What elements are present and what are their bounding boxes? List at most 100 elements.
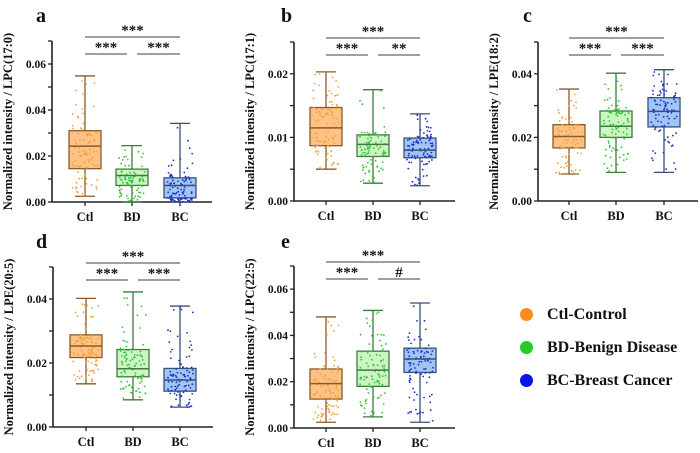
data-point <box>626 117 629 120</box>
data-point <box>674 94 676 97</box>
data-point <box>407 351 410 354</box>
data-point <box>142 192 145 195</box>
data-point <box>412 305 415 308</box>
data-point <box>80 127 82 130</box>
y-axis-label: Normalized intensity / LPC(17:1) <box>243 33 257 210</box>
data-point <box>331 114 333 117</box>
data-point <box>81 343 84 346</box>
data-point <box>408 152 410 155</box>
data-point <box>312 106 315 109</box>
data-point <box>560 130 563 133</box>
data-point <box>570 169 573 172</box>
data-point <box>182 391 185 394</box>
data-point <box>416 349 419 352</box>
data-point <box>418 335 420 338</box>
data-point <box>374 152 377 155</box>
box-iqr <box>356 134 390 158</box>
data-point <box>316 140 319 143</box>
data-point <box>320 385 323 388</box>
data-point <box>118 176 121 179</box>
data-point <box>576 139 578 142</box>
data-point <box>89 355 92 358</box>
data-point <box>428 395 431 398</box>
data-point <box>370 414 372 417</box>
box-ctl <box>309 316 343 423</box>
data-point <box>316 391 319 393</box>
data-point <box>406 139 409 142</box>
data-point <box>135 362 138 365</box>
data-point <box>559 148 561 150</box>
data-point <box>411 155 414 157</box>
data-point <box>610 136 613 139</box>
data-point <box>382 150 385 152</box>
data-point <box>177 391 179 393</box>
data-point <box>409 364 411 367</box>
data-point <box>577 124 580 126</box>
data-point <box>90 315 93 318</box>
data-point <box>427 344 430 347</box>
data-point <box>83 338 86 341</box>
data-point <box>324 389 327 392</box>
data-point <box>188 346 191 349</box>
legend-item-bd: BD-Benign Disease <box>520 331 677 364</box>
data-point <box>665 90 668 92</box>
data-point <box>617 111 620 114</box>
data-point <box>185 404 188 407</box>
significance-label: *** <box>579 41 602 57</box>
data-point <box>312 97 315 100</box>
data-point <box>416 320 418 322</box>
data-point <box>83 153 85 156</box>
data-point <box>422 375 425 378</box>
data-point <box>334 395 337 397</box>
data-point <box>336 413 339 416</box>
data-point <box>125 181 128 184</box>
data-point <box>87 349 90 351</box>
data-point <box>120 162 123 165</box>
data-point <box>336 399 339 402</box>
data-point <box>127 177 130 180</box>
data-point <box>139 377 142 379</box>
data-point <box>411 143 413 146</box>
data-point <box>665 103 667 106</box>
data-point <box>662 83 664 86</box>
data-point <box>191 349 193 351</box>
data-point <box>329 378 331 381</box>
data-point <box>174 388 177 391</box>
data-point <box>319 373 322 376</box>
data-point <box>171 348 174 351</box>
data-point <box>613 137 615 139</box>
data-point <box>429 142 432 145</box>
data-point <box>373 381 376 384</box>
data-point <box>78 377 81 380</box>
data-point <box>321 116 323 118</box>
x-tick-label: BC <box>171 435 188 449</box>
data-point <box>142 343 145 346</box>
data-point <box>81 177 84 180</box>
data-point <box>383 364 386 367</box>
data-point <box>333 359 336 362</box>
data-point <box>120 355 123 357</box>
data-point <box>378 374 381 376</box>
data-point <box>87 352 90 355</box>
data-point <box>187 374 189 377</box>
data-point <box>627 112 630 115</box>
data-point <box>131 358 134 361</box>
data-point <box>656 103 659 106</box>
data-point <box>312 89 314 92</box>
data-point <box>412 143 415 146</box>
data-point <box>620 112 623 115</box>
data-point <box>659 90 661 93</box>
data-point <box>317 153 319 156</box>
data-point <box>88 152 91 155</box>
data-point <box>415 408 417 411</box>
data-point <box>330 100 333 103</box>
data-point <box>74 89 77 92</box>
data-point <box>334 380 337 383</box>
data-point <box>666 115 669 118</box>
data-point <box>167 172 170 174</box>
data-point <box>379 354 381 357</box>
data-point <box>123 331 125 333</box>
box-bd <box>599 72 633 174</box>
data-point <box>78 147 81 150</box>
